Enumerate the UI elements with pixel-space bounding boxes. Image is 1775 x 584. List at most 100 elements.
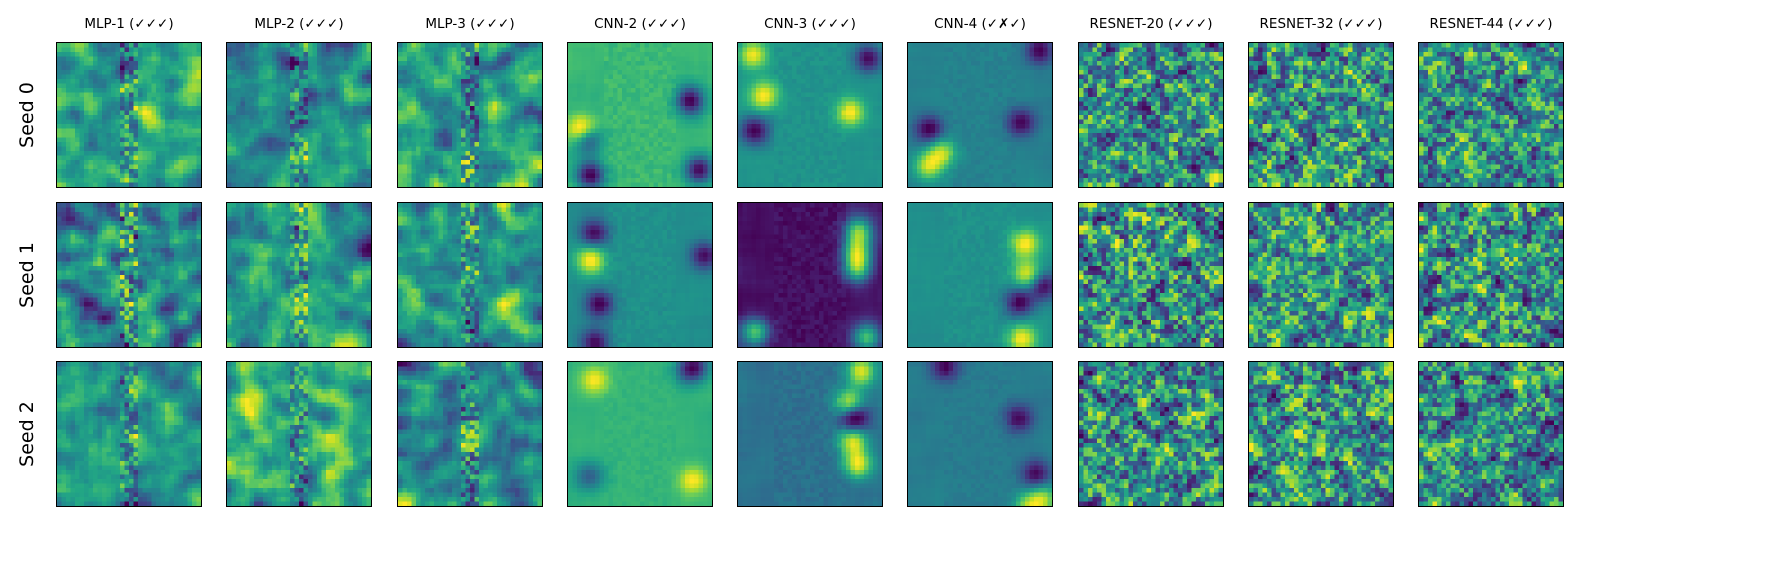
heatmap-cell bbox=[236, 65, 241, 71]
heatmap-cell bbox=[658, 173, 663, 179]
heatmap-cell bbox=[855, 83, 860, 89]
heatmap-cell bbox=[57, 115, 62, 120]
heatmap-cell bbox=[823, 124, 829, 129]
heatmap-cell bbox=[510, 65, 516, 71]
heatmap-cell bbox=[294, 155, 300, 161]
heatmap-cell bbox=[402, 164, 408, 170]
heatmap-cell bbox=[823, 106, 829, 111]
heatmap-cell bbox=[515, 74, 520, 80]
heatmap-cell bbox=[272, 124, 277, 129]
heatmap-cell bbox=[707, 79, 712, 84]
heatmap-cell bbox=[707, 155, 712, 161]
heatmap-cell bbox=[93, 83, 98, 89]
heatmap-cell bbox=[644, 106, 650, 111]
heatmap-cell bbox=[640, 97, 645, 102]
heatmap-cell bbox=[276, 173, 282, 179]
heatmap-cell bbox=[760, 101, 766, 107]
heatmap-cell bbox=[447, 146, 453, 152]
heatmap-cell bbox=[416, 97, 421, 102]
heatmap-cell bbox=[586, 115, 591, 120]
heatmap-cell bbox=[707, 146, 712, 152]
heatmap-cell bbox=[353, 74, 358, 80]
heatmap-cell bbox=[254, 160, 259, 165]
heatmap-cell bbox=[519, 52, 525, 57]
heatmap-cell bbox=[590, 106, 596, 111]
heatmap-cell bbox=[805, 115, 811, 120]
heatmap-cell bbox=[787, 92, 793, 98]
heatmap-cell bbox=[689, 83, 695, 89]
heatmap-cell bbox=[138, 137, 143, 143]
heatmap-cell bbox=[147, 151, 152, 156]
heatmap-cell bbox=[420, 182, 426, 187]
heatmap-cell bbox=[348, 178, 354, 183]
heatmap-cell bbox=[792, 115, 797, 120]
heatmap-cell bbox=[147, 124, 152, 129]
heatmap-cell bbox=[70, 146, 76, 152]
heatmap-cell bbox=[703, 56, 708, 62]
heatmap-cell bbox=[106, 173, 112, 179]
heatmap-cell bbox=[599, 65, 605, 71]
heatmap-cell bbox=[249, 182, 255, 187]
heatmap-cell bbox=[805, 74, 811, 80]
heatmap-cell bbox=[443, 43, 448, 48]
heatmap-cell bbox=[178, 65, 184, 71]
heatmap-cell bbox=[694, 164, 699, 170]
heatmap-cell bbox=[321, 133, 327, 138]
heatmap-cell bbox=[299, 88, 304, 93]
heatmap-cell bbox=[290, 160, 295, 165]
heatmap-cell bbox=[434, 173, 439, 179]
heatmap-cell bbox=[613, 70, 618, 75]
heatmap-cell bbox=[805, 83, 811, 89]
heatmap-cell bbox=[187, 124, 193, 129]
heatmap-cell bbox=[617, 182, 623, 187]
heatmap-cell bbox=[263, 155, 268, 161]
heatmap-cell bbox=[142, 70, 148, 75]
heatmap-cell bbox=[411, 160, 417, 165]
heatmap-cell bbox=[133, 182, 139, 187]
heatmap-cell bbox=[447, 133, 453, 138]
heatmap-cell bbox=[483, 74, 489, 80]
heatmap-cell bbox=[568, 178, 573, 183]
heatmap-cell bbox=[590, 52, 596, 57]
heatmap-cell bbox=[479, 160, 484, 165]
heatmap-cell bbox=[79, 43, 85, 48]
heatmap-cell bbox=[227, 83, 232, 89]
heatmap-cell bbox=[765, 133, 770, 138]
heatmap-cell bbox=[501, 92, 507, 98]
heatmap-cell bbox=[846, 70, 851, 75]
heatmap-cell bbox=[411, 88, 417, 93]
heatmap-cell bbox=[97, 182, 103, 187]
heatmap-cell bbox=[429, 70, 435, 75]
heatmap-cell bbox=[483, 160, 489, 165]
heatmap-cell bbox=[850, 128, 856, 134]
heatmap-cell bbox=[303, 155, 309, 161]
heatmap-cell bbox=[658, 47, 663, 53]
heatmap-cell bbox=[147, 137, 152, 143]
heatmap-cell bbox=[626, 101, 632, 107]
heatmap-cell bbox=[165, 97, 170, 102]
heatmap-cell bbox=[819, 142, 824, 147]
heatmap-cell bbox=[335, 52, 340, 57]
heatmap-cell bbox=[631, 61, 636, 66]
heatmap-cell bbox=[111, 74, 116, 80]
heatmap-cell bbox=[151, 128, 157, 134]
heatmap-cell bbox=[738, 52, 743, 57]
heatmap-cell bbox=[187, 70, 193, 75]
heatmap-cell bbox=[814, 133, 820, 138]
heatmap-cell bbox=[438, 101, 444, 107]
heatmap-cell bbox=[667, 151, 672, 156]
heatmap-cell bbox=[285, 43, 291, 48]
heatmap-cell bbox=[420, 92, 426, 98]
heatmap-cell bbox=[231, 173, 237, 179]
heatmap-cell bbox=[434, 61, 439, 66]
heatmap-cell bbox=[106, 137, 112, 143]
heatmap-cell bbox=[236, 124, 241, 129]
heatmap-cell bbox=[231, 151, 237, 156]
heatmap-cell bbox=[528, 164, 534, 170]
heatmap-cell bbox=[93, 101, 98, 107]
heatmap-cell bbox=[344, 160, 349, 165]
heatmap-cell bbox=[456, 164, 462, 170]
heatmap-cell bbox=[461, 74, 466, 80]
heatmap-cell bbox=[837, 110, 842, 116]
heatmap-cell bbox=[751, 146, 757, 152]
